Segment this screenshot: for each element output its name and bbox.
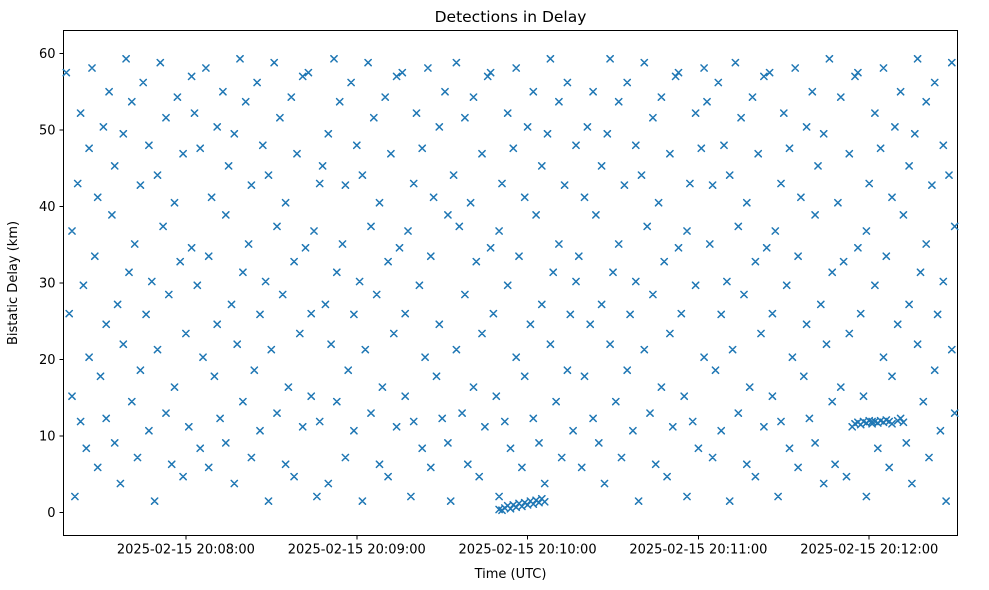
y-ticks: 0 10 20 30 40 50 60 [39, 47, 64, 521]
x-tick-label: 2025-02-15 20:11:00 [629, 543, 767, 558]
x-axis-label: Time (UTC) [474, 567, 547, 582]
x-tick-label: 2025-02-15 20:09:00 [288, 543, 426, 558]
scatter-points-path [62, 54, 959, 515]
y-tick-label: 40 [39, 200, 56, 215]
y-tick-label: 10 [39, 430, 56, 445]
y-tick-label: 60 [39, 47, 56, 62]
y-tick-label: 20 [39, 353, 56, 368]
x-tick-label: 2025-02-15 20:12:00 [800, 543, 938, 558]
scatter-series [62, 54, 959, 515]
x-tick-label: 2025-02-15 20:08:00 [117, 543, 255, 558]
y-axis-label: Bistatic Delay (km) [6, 221, 21, 345]
y-tick-label: 50 [39, 123, 56, 138]
y-tick-label: 30 [39, 277, 56, 292]
x-ticks: 2025-02-15 20:08:00 2025-02-15 20:09:00 20… [117, 535, 938, 558]
y-tick-label: 0 [47, 506, 55, 521]
chart-title: Detections in Delay [435, 8, 587, 26]
x-tick-label: 2025-02-15 20:10:00 [459, 543, 597, 558]
